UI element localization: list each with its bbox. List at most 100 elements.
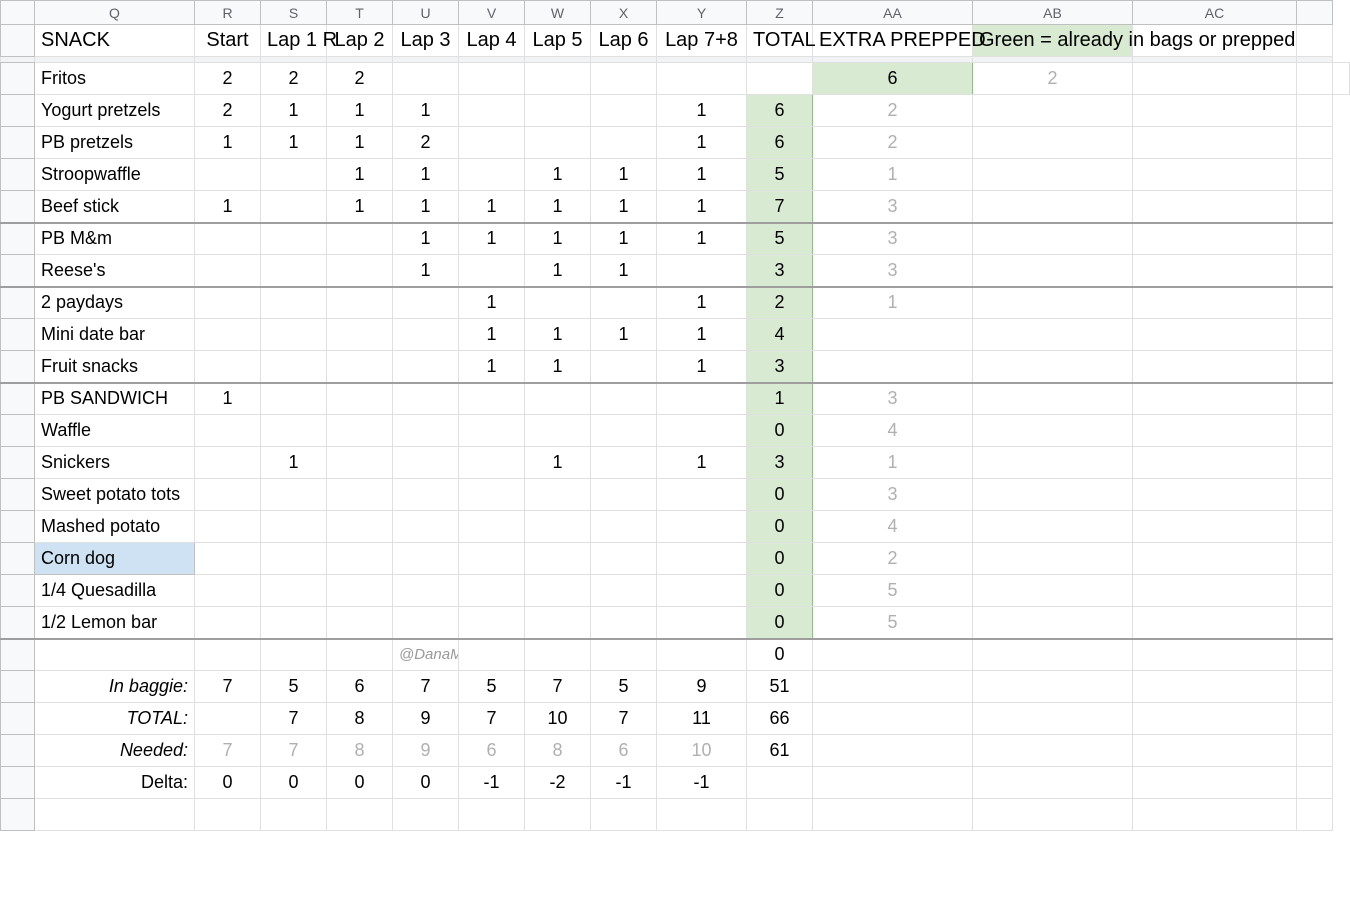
cell-total[interactable]: 5: [747, 223, 813, 255]
cell[interactable]: Waffle: [35, 415, 195, 447]
cell[interactable]: [973, 223, 1133, 255]
cell[interactable]: 1: [525, 191, 591, 223]
cell[interactable]: [525, 415, 591, 447]
cell[interactable]: 1: [459, 191, 525, 223]
cell-total[interactable]: 6: [813, 63, 973, 95]
cell[interactable]: [525, 639, 591, 671]
cell[interactable]: [657, 479, 747, 511]
cell[interactable]: [747, 799, 813, 831]
cell[interactable]: [591, 127, 657, 159]
cell[interactable]: 10: [525, 703, 591, 735]
cell-total[interactable]: 4: [747, 319, 813, 351]
cell[interactable]: [747, 63, 813, 95]
cell[interactable]: [1133, 511, 1297, 543]
row-header[interactable]: [1, 671, 35, 703]
cell-extra[interactable]: 2: [813, 95, 973, 127]
cell[interactable]: 7: [525, 671, 591, 703]
cell[interactable]: [327, 287, 393, 319]
cell-total[interactable]: 6: [747, 95, 813, 127]
cell[interactable]: [261, 511, 327, 543]
cell[interactable]: 1: [525, 255, 591, 287]
cell-total[interactable]: 3: [747, 255, 813, 287]
cell[interactable]: [1297, 639, 1333, 671]
cell[interactable]: [813, 639, 973, 671]
cell[interactable]: [459, 447, 525, 479]
cell[interactable]: 1: [525, 351, 591, 383]
cell[interactable]: [591, 447, 657, 479]
cell[interactable]: 7: [459, 703, 525, 735]
cell-extra[interactable]: 2: [973, 63, 1133, 95]
cell[interactable]: [459, 543, 525, 575]
cell[interactable]: [459, 639, 525, 671]
cell[interactable]: [973, 767, 1133, 799]
cell[interactable]: Reese's: [35, 255, 195, 287]
cell[interactable]: [393, 607, 459, 639]
cell[interactable]: [973, 127, 1133, 159]
cell[interactable]: [261, 255, 327, 287]
cell[interactable]: [813, 799, 973, 831]
cell[interactable]: 1: [657, 223, 747, 255]
cell[interactable]: [1297, 223, 1333, 255]
row-header[interactable]: [1, 319, 35, 351]
cell[interactable]: [1133, 543, 1297, 575]
cell[interactable]: [1133, 767, 1297, 799]
cell[interactable]: [327, 415, 393, 447]
cell[interactable]: Mashed potato: [35, 511, 195, 543]
cell[interactable]: [195, 415, 261, 447]
row-header[interactable]: [1, 287, 35, 319]
cell[interactable]: [1297, 511, 1333, 543]
cell[interactable]: [327, 351, 393, 383]
cell[interactable]: [973, 575, 1133, 607]
cell[interactable]: [1133, 319, 1297, 351]
cell[interactable]: [393, 319, 459, 351]
cell[interactable]: 1: [261, 95, 327, 127]
cell[interactable]: [1133, 255, 1297, 287]
row-header[interactable]: [1, 639, 35, 671]
cell[interactable]: [1297, 671, 1333, 703]
cell[interactable]: [1133, 223, 1297, 255]
cell[interactable]: 5: [459, 671, 525, 703]
cell[interactable]: [525, 607, 591, 639]
cell[interactable]: [327, 607, 393, 639]
cell[interactable]: [393, 575, 459, 607]
cell[interactable]: [591, 383, 657, 415]
cell[interactable]: 2: [195, 63, 261, 95]
cell[interactable]: [1297, 799, 1333, 831]
cell[interactable]: 0: [747, 639, 813, 671]
cell[interactable]: [973, 607, 1133, 639]
cell[interactable]: 2: [261, 63, 327, 95]
cell[interactable]: [1133, 447, 1297, 479]
row-header[interactable]: [1, 575, 35, 607]
cell-total[interactable]: 0: [747, 415, 813, 447]
cell[interactable]: [1297, 479, 1333, 511]
cell[interactable]: [327, 799, 393, 831]
cell[interactable]: [973, 479, 1133, 511]
cell[interactable]: [1297, 319, 1333, 351]
summary-label[interactable]: In baggie:: [35, 671, 195, 703]
cell[interactable]: [591, 639, 657, 671]
cell[interactable]: 2: [195, 95, 261, 127]
cell[interactable]: Fruit snacks: [35, 351, 195, 383]
cell[interactable]: [657, 383, 747, 415]
cell[interactable]: [459, 479, 525, 511]
cell[interactable]: Lap 5: [525, 25, 591, 57]
cell-total[interactable]: 0: [747, 607, 813, 639]
cell[interactable]: EXTRA PREPPED: [813, 25, 973, 57]
col-header[interactable]: Q: [35, 1, 195, 25]
cell[interactable]: [195, 159, 261, 191]
cell[interactable]: 1: [327, 159, 393, 191]
cell[interactable]: 1: [261, 127, 327, 159]
cell[interactable]: [591, 575, 657, 607]
cell[interactable]: 1: [195, 191, 261, 223]
cell[interactable]: 1: [393, 191, 459, 223]
col-header[interactable]: AA: [813, 1, 973, 25]
row-header[interactable]: [1, 479, 35, 511]
summary-label[interactable]: Needed:: [35, 735, 195, 767]
cell-total[interactable]: 5: [747, 159, 813, 191]
cell[interactable]: [459, 607, 525, 639]
cell[interactable]: [525, 511, 591, 543]
cell[interactable]: [747, 767, 813, 799]
cell[interactable]: [459, 127, 525, 159]
cell[interactable]: [327, 543, 393, 575]
summary-label[interactable]: TOTAL:: [35, 703, 195, 735]
